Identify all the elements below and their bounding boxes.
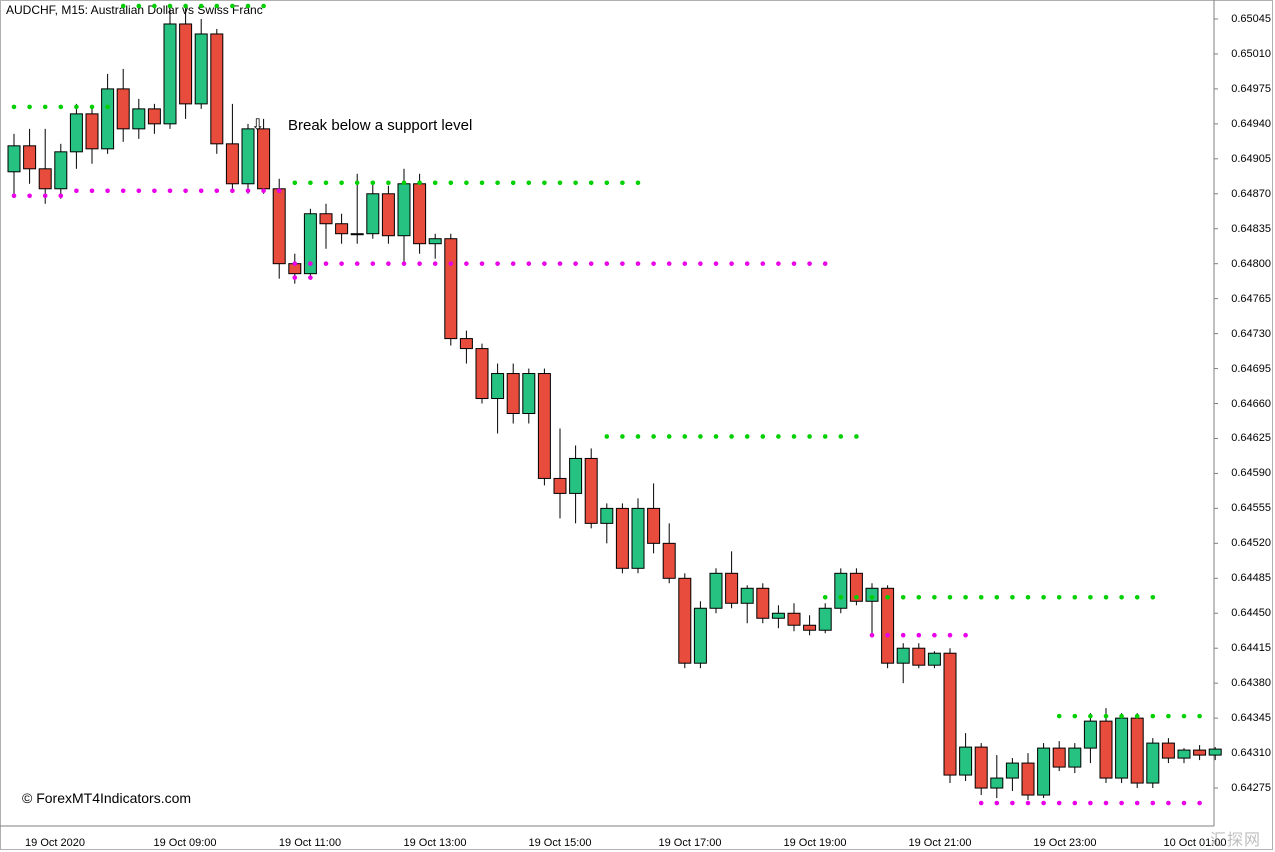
y-tick-label: 0.65010 <box>1231 48 1271 60</box>
y-tick-label: 0.64310 <box>1231 747 1271 759</box>
y-tick-label: 0.64450 <box>1231 607 1271 619</box>
x-tick-label: 19 Oct 17:00 <box>659 837 722 849</box>
x-tick-label: 19 Oct 21:00 <box>909 837 972 849</box>
y-tick-label: 0.64380 <box>1231 677 1271 689</box>
y-tick-label: 0.64590 <box>1231 467 1271 479</box>
x-tick-label: 19 Oct 23:00 <box>1034 837 1097 849</box>
y-tick-label: 0.64835 <box>1231 223 1271 235</box>
copyright-text: © ForexMT4Indicators.com <box>22 790 191 806</box>
y-tick-label: 0.64975 <box>1231 83 1271 95</box>
y-tick-label: 0.64800 <box>1231 258 1271 270</box>
x-tick-label: 19 Oct 15:00 <box>529 837 592 849</box>
x-tick-label: 19 Oct 13:00 <box>404 837 467 849</box>
y-tick-label: 0.64345 <box>1231 712 1271 724</box>
y-tick-label: 0.64940 <box>1231 118 1271 130</box>
y-tick-label: 0.64905 <box>1231 153 1271 165</box>
y-tick-label: 0.64415 <box>1231 642 1271 654</box>
y-tick-label: 0.64275 <box>1231 782 1271 794</box>
x-tick-label: 19 Oct 19:00 <box>784 837 847 849</box>
watermark-text: 汇探网 <box>1210 826 1261 850</box>
x-tick-label: 19 Oct 2020 <box>25 837 85 849</box>
y-tick-label: 0.64695 <box>1231 363 1271 375</box>
annotation-arrow-icon: ⇩ <box>251 115 264 135</box>
annotation-text: Break below a support level <box>288 117 472 134</box>
y-tick-label: 0.64555 <box>1231 502 1271 514</box>
x-tick-label: 19 Oct 09:00 <box>154 837 217 849</box>
chart-plot[interactable] <box>0 0 1275 852</box>
y-tick-label: 0.64870 <box>1231 188 1271 200</box>
y-tick-label: 0.64625 <box>1231 432 1271 444</box>
y-tick-label: 0.64730 <box>1231 328 1271 340</box>
y-tick-label: 0.64485 <box>1231 572 1271 584</box>
x-tick-label: 19 Oct 11:00 <box>279 837 341 849</box>
y-tick-label: 0.65045 <box>1231 13 1271 25</box>
y-tick-label: 0.64660 <box>1231 398 1271 410</box>
y-tick-label: 0.64765 <box>1231 293 1271 305</box>
y-tick-label: 0.64520 <box>1231 537 1271 549</box>
